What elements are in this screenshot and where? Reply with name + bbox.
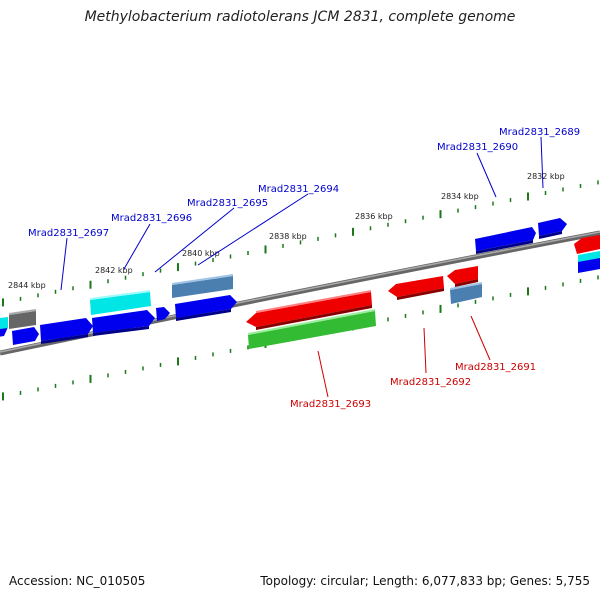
kbp-label-2844: 2844 kbp (8, 281, 46, 290)
kbp-label-2840: 2840 kbp (182, 249, 220, 258)
scale-ticks-outer (2, 180, 599, 307)
gene-label-mrad2831-2692[interactable]: Mrad2831_2692 (390, 377, 471, 388)
gene-feature-cyan[interactable] (90, 290, 151, 315)
gene-label-mrad2831-2689[interactable]: Mrad2831_2689 (499, 127, 580, 138)
gene-feature-blue[interactable] (175, 295, 237, 321)
genome-stats-text: Topology: circular; Length: 6,077,833 bp… (260, 574, 590, 588)
gene-feature-blue[interactable] (538, 218, 567, 239)
gene-feature-steelblue[interactable] (172, 274, 233, 298)
gene-label-mrad2831-2694[interactable]: Mrad2831_2694 (258, 184, 339, 195)
gene-label-mrad2831-2695[interactable]: Mrad2831_2695 (187, 198, 268, 209)
gene-feature-cyan[interactable] (0, 317, 8, 329)
kbp-label-2836: 2836 kbp (355, 212, 393, 221)
gene-feature-blue[interactable] (40, 318, 93, 344)
gene-feature-blue[interactable] (578, 258, 600, 273)
kbp-label-2834: 2834 kbp (441, 192, 479, 201)
callout-lines (60, 136, 544, 398)
gene-label-mrad2831-2693[interactable]: Mrad2831_2693 (290, 399, 371, 410)
map-title: Methylobacterium radiotolerans JCM 2831,… (84, 9, 516, 25)
accession-text: Accession: NC_010505 (9, 574, 146, 588)
kbp-label-2832: 2832 kbp (527, 172, 565, 181)
gene-feature-blue[interactable] (92, 310, 155, 336)
gene-feature-red[interactable] (388, 276, 444, 300)
gene-feature-red[interactable] (447, 266, 478, 287)
gene-feature-steelblue[interactable] (450, 282, 482, 304)
gene-label-mrad2831-2696[interactable]: Mrad2831_2696 (111, 213, 192, 224)
kbp-label-2838: 2838 kbp (269, 232, 307, 241)
gene-feature-blue[interactable] (475, 227, 536, 254)
gene-feature-blue[interactable] (12, 327, 39, 345)
reverse-genes (246, 266, 482, 349)
gene-feature-blue[interactable] (156, 307, 170, 321)
gene-feature-green[interactable] (248, 309, 376, 349)
gene-feature-gray[interactable] (9, 309, 36, 329)
forward-genes (0, 218, 600, 345)
gene-label-mrad2831-2691[interactable]: Mrad2831_2691 (455, 362, 536, 373)
gene-feature-red[interactable] (574, 235, 600, 254)
kbp-label-2842: 2842 kbp (95, 266, 133, 275)
gene-feature-red[interactable] (246, 290, 372, 330)
gene-label-mrad2831-2697[interactable]: Mrad2831_2697 (28, 228, 109, 239)
scale-ticks-inner (2, 275, 599, 401)
gene-label-mrad2831-2690[interactable]: Mrad2831_2690 (437, 142, 518, 153)
